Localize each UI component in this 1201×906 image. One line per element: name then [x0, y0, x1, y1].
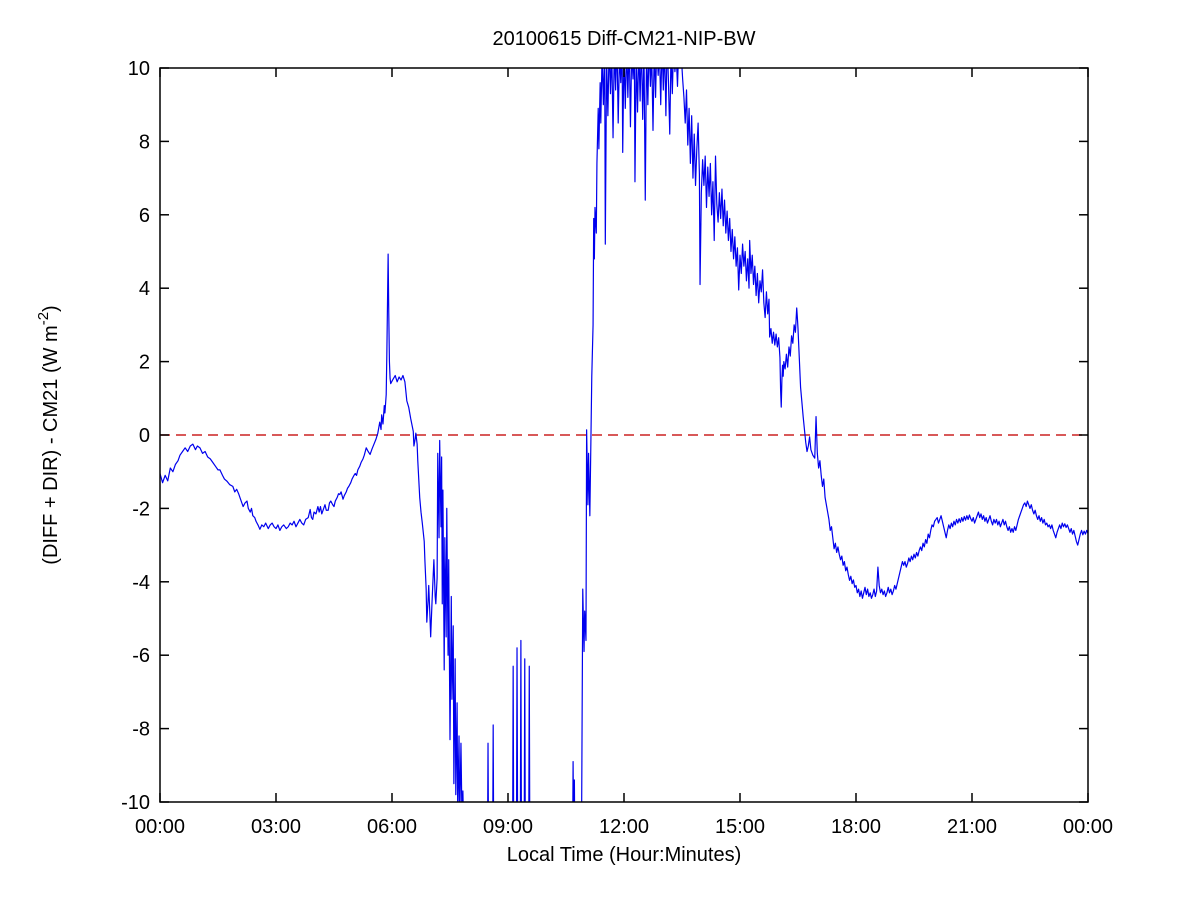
y-tick-label: -4: [132, 572, 150, 594]
x-tick-label: 09:00: [483, 816, 533, 838]
x-axis-title: Local Time (Hour:Minutes): [507, 844, 742, 866]
x-tick-label: 00:00: [135, 816, 185, 838]
y-tick-label: 0: [139, 425, 150, 447]
y-tick-label: -10: [121, 792, 150, 814]
chart-title: 20100615 Diff-CM21-NIP-BW: [492, 28, 755, 50]
x-tick-label: 15:00: [715, 816, 765, 838]
y-axis-ticks-left: [160, 67, 169, 803]
y-tick-label: 2: [139, 352, 150, 374]
x-axis-tick-labels: 00:00 03:00 06:00 09:00 12:00 15:00 18:00 21:00…: [135, 816, 1113, 838]
x-axis-ticks-bottom: [159, 793, 1089, 802]
y-tick-label: 4: [139, 278, 150, 300]
y-tick-label: 6: [139, 205, 150, 227]
x-tick-label: 06:00: [367, 816, 417, 838]
y-tick-label: -2: [132, 498, 150, 520]
y-axis-title: (DIFF + DIR) - CM21 (W m-2): [35, 305, 62, 564]
y-tick-label: -8: [132, 719, 150, 741]
y-axis-ticks-right: [1079, 67, 1088, 803]
x-tick-label: 12:00: [599, 816, 649, 838]
x-axis-ticks-top: [159, 68, 1089, 77]
y-tick-label: 8: [139, 131, 150, 153]
x-tick-label: 18:00: [831, 816, 881, 838]
data-series-line: [160, 68, 1088, 802]
y-tick-label: -6: [132, 645, 150, 667]
x-tick-label: 00:00: [1063, 816, 1113, 838]
y-axis-tick-labels: 10 8 6 4 2 0 -2 -4 -6 -8 -10: [121, 58, 150, 814]
x-tick-label: 03:00: [251, 816, 301, 838]
y-tick-label: 10: [128, 58, 150, 80]
x-tick-label: 21:00: [947, 816, 997, 838]
